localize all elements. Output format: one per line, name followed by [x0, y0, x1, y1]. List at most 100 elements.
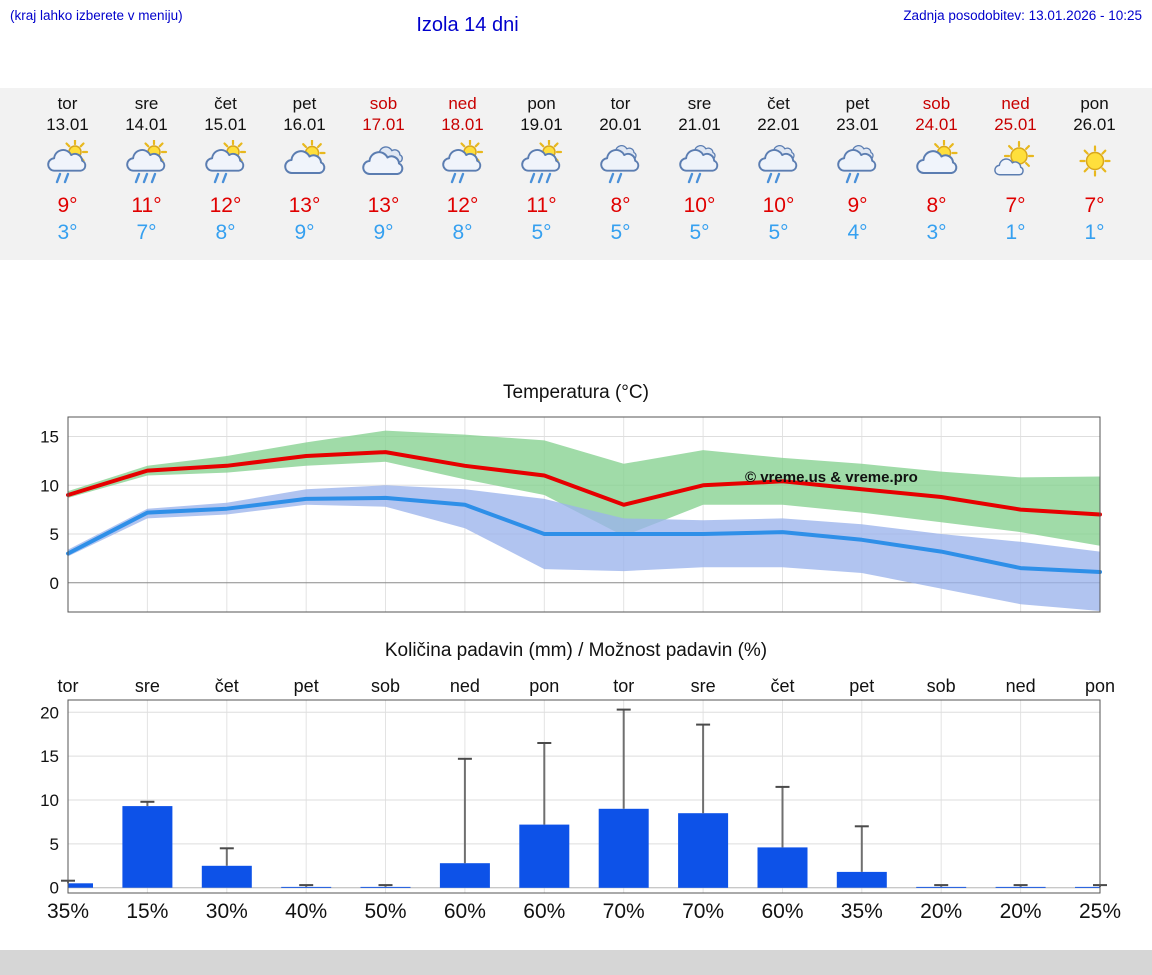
day-name-label: čet — [767, 94, 790, 113]
precip-probability-label: 70% — [682, 900, 724, 923]
low-temp-label: 9° — [294, 221, 315, 244]
forecast-day-column[interactable]: sob 17.01 13° 9° — [344, 94, 423, 246]
forecast-day-column[interactable]: pet 23.01 9° 4° — [818, 94, 897, 246]
precip-day-label: pet — [294, 676, 319, 696]
day-date-label: 18.01 — [441, 115, 484, 134]
page-title: Izola 14 dni — [416, 14, 519, 36]
precip-bar — [836, 871, 887, 888]
footer-bar — [0, 950, 1152, 975]
day-name-label: pet — [292, 94, 317, 113]
forecast-day-column[interactable]: pon 26.01 7° 1° — [1055, 94, 1134, 246]
forecast-day-column[interactable]: čet 15.01 12° 8° — [186, 94, 265, 246]
cloud-rain-icon — [660, 140, 739, 190]
day-name-label: pet — [845, 94, 870, 113]
mostly-sunny-icon — [976, 140, 1055, 190]
cloud-icon — [344, 140, 423, 190]
forecast-days: tor 13.01 9° 3° sre 14.01 11° 7° čet 15.01 12° 8° pe… — [0, 88, 1152, 246]
precip-day-label: sre — [691, 676, 716, 696]
high-temp-label: 7° — [1005, 194, 1026, 217]
temp-lines — [66, 450, 1102, 574]
low-temp-label: 3° — [57, 221, 78, 244]
high-temp-label: 7° — [1084, 194, 1105, 217]
precip-day-label: čet — [770, 676, 794, 696]
day-date-label: 26.01 — [1073, 115, 1116, 134]
temp-y-tick-label: 10 — [40, 476, 59, 495]
cloud-rain-icon — [581, 140, 660, 190]
precip-probability-label: 30% — [206, 900, 248, 923]
cloud-rain-icon — [818, 140, 897, 190]
forecast-day-column[interactable]: sre 21.01 10° 5° — [660, 94, 739, 246]
sun-cloud-heavy-rain-icon — [502, 138, 581, 190]
low-temp-label: 5° — [531, 221, 552, 244]
forecast-day-column[interactable]: pet 16.01 13° 9° — [265, 94, 344, 246]
day-date-label: 14.01 — [125, 115, 168, 134]
day-name-label: čet — [214, 94, 237, 113]
temp-y-tick-label: 15 — [40, 428, 59, 447]
high-temp-label: 13° — [367, 194, 400, 217]
high-temp-label: 10° — [683, 194, 716, 217]
sun-cloud-rain-icon — [186, 138, 265, 190]
temperature-chart-svg: 0 5 10 15 © vreme.us & vreme.pro — [40, 416, 1102, 613]
precip-grid — [68, 700, 1100, 893]
high-temp-label: 8° — [926, 194, 947, 217]
day-date-label: 15.01 — [204, 115, 247, 134]
high-temp-label: 12° — [209, 194, 242, 217]
day-name-label: pon — [527, 94, 556, 113]
forecast-day-column[interactable]: ned 18.01 12° 8° — [423, 94, 502, 246]
precip-bar — [281, 886, 332, 888]
precip-day-label: tor — [613, 676, 634, 696]
precip-bar — [995, 886, 1046, 888]
forecast-day-column[interactable]: tor 20.01 8° 5° — [581, 94, 660, 246]
precip-whiskers — [61, 708, 1107, 887]
precip-probability-label: 25% — [1079, 900, 1121, 923]
low-temp-label: 7° — [136, 221, 157, 244]
day-date-label: 13.01 — [46, 115, 89, 134]
precip-probability-label: 40% — [285, 900, 327, 923]
high-temp-label: 13° — [288, 194, 321, 217]
precip-day-label: sob — [371, 676, 400, 696]
precip-bar — [678, 813, 729, 888]
low-temp-label: 3° — [926, 221, 947, 244]
temp-y-axis-labels: 0 5 10 15 — [40, 428, 59, 593]
precip-day-label: sob — [927, 676, 956, 696]
precip-y-tick-label: 0 — [50, 879, 59, 898]
precip-probability-label: 35% — [841, 900, 883, 923]
high-temp-label: 11° — [526, 194, 557, 217]
forecast-day-column[interactable]: ned 25.01 7° 1° — [976, 94, 1055, 246]
precip-bar — [360, 886, 411, 888]
precip-y-tick-label: 10 — [40, 791, 59, 810]
forecast-day-column[interactable]: tor 13.01 9° 3° — [28, 94, 107, 246]
day-date-label: 23.01 — [836, 115, 879, 134]
precip-bar — [201, 865, 252, 888]
forecast-day-column[interactable]: sre 14.01 11° 7° — [107, 94, 186, 246]
precip-probability-labels: 35% 15% 30% 40% 50% 60% 60% 70% 70% 60% 35% 20% 20% 2… — [47, 900, 1121, 923]
precip-probability-label: 15% — [126, 900, 168, 923]
low-temp-label: 8° — [452, 221, 473, 244]
precip-bar — [757, 847, 808, 888]
precip-day-label: tor — [57, 676, 78, 696]
temp-y-tick-label: 5 — [50, 525, 59, 544]
high-temp-label: 12° — [446, 194, 479, 217]
day-name-label: sre — [687, 94, 712, 113]
day-date-label: 21.01 — [678, 115, 721, 134]
day-name-label: pon — [1080, 94, 1109, 113]
day-name-label: ned — [1001, 94, 1030, 113]
forecast-day-column[interactable]: pon 19.01 11° 5° — [502, 94, 581, 246]
precip-day-label: pet — [849, 676, 874, 696]
precip-bar — [439, 863, 490, 888]
precip-day-labels: tor sre čet pet sob ned pon tor sre čet pet sob ned p… — [57, 676, 1115, 696]
forecast-day-column[interactable]: čet 22.01 10° 5° — [739, 94, 818, 246]
copyright-link[interactable]: © vreme.us & vreme.pro — [745, 469, 918, 486]
temperature-chart-title: Temperatura (°C) — [503, 382, 649, 403]
menu-hint: (kraj lahko izberete v meniju) — [10, 8, 183, 23]
day-date-label: 25.01 — [994, 115, 1037, 134]
low-temp-label: 1° — [1005, 221, 1026, 244]
sunny-icon — [1055, 140, 1134, 190]
day-date-label: 17.01 — [362, 115, 405, 134]
day-name-label: ned — [448, 94, 477, 113]
precip-bar — [1075, 886, 1100, 888]
day-date-label: 19.01 — [520, 115, 563, 134]
low-temp-label: 8° — [215, 221, 236, 244]
forecast-day-column[interactable]: sob 24.01 8° 3° — [897, 94, 976, 246]
low-temp-label: 5° — [610, 221, 631, 244]
